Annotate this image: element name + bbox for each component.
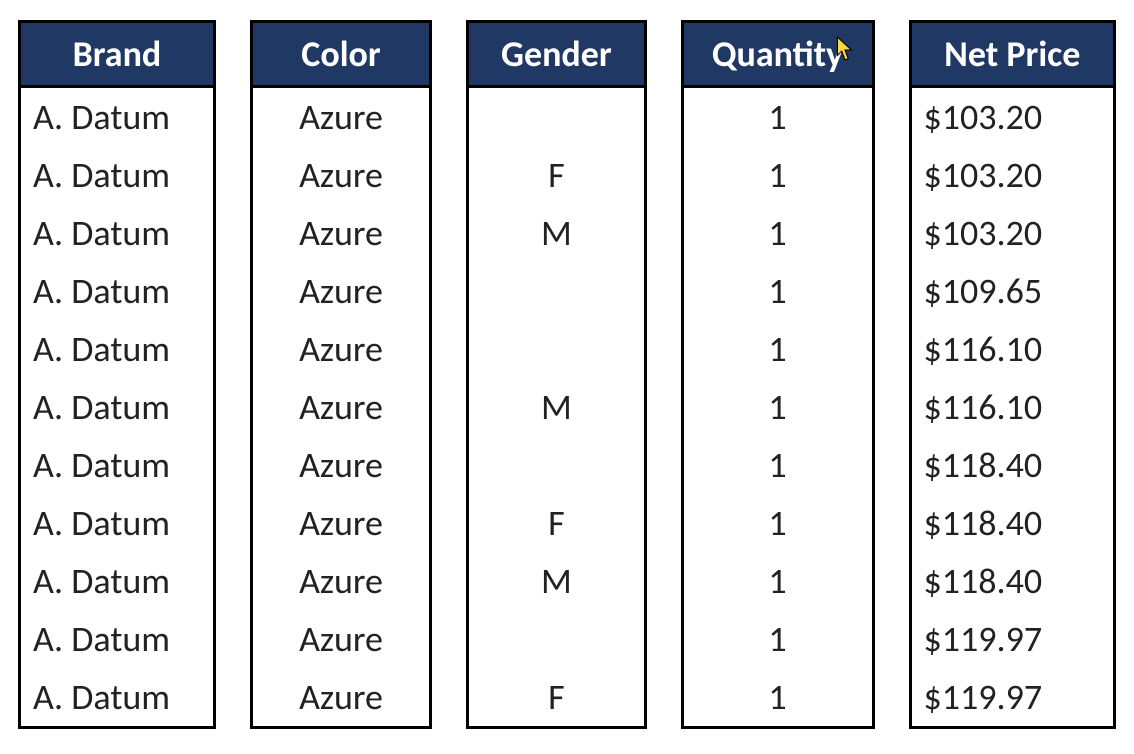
- cell-color: Azure: [253, 436, 429, 494]
- cell-quantity: 1: [684, 378, 872, 436]
- cell-gender: [469, 262, 643, 320]
- cell-brand: A. Datum: [21, 668, 213, 726]
- cell-quantity: 1: [684, 610, 872, 668]
- cell-color: Azure: [253, 320, 429, 378]
- cell-color: Azure: [253, 494, 429, 552]
- column-body-color: AzureAzureAzureAzureAzureAzureAzureAzure…: [253, 88, 429, 726]
- cell-netprice: $118.40: [912, 436, 1114, 494]
- cell-quantity: 1: [684, 668, 872, 726]
- cell-gender: M: [469, 204, 643, 262]
- column-gender: GenderFMMFMF: [466, 20, 646, 729]
- column-header-brand: Brand: [21, 23, 213, 88]
- cell-gender: M: [469, 378, 643, 436]
- column-body-quantity: 11111111111: [684, 88, 872, 726]
- cell-quantity: 1: [684, 146, 872, 204]
- cell-quantity: 1: [684, 204, 872, 262]
- cell-color: Azure: [253, 668, 429, 726]
- column-netprice: Net Price$103.20$103.20$103.20$109.65$11…: [909, 20, 1117, 729]
- cell-netprice: $116.10: [912, 320, 1114, 378]
- column-body-brand: A. DatumA. DatumA. DatumA. DatumA. Datum…: [21, 88, 213, 726]
- cell-gender: [469, 88, 643, 146]
- column-header-netprice: Net Price: [912, 23, 1114, 88]
- cell-netprice: $118.40: [912, 494, 1114, 552]
- cell-quantity: 1: [684, 494, 872, 552]
- column-color: ColorAzureAzureAzureAzureAzureAzureAzure…: [250, 20, 432, 729]
- cell-quantity: 1: [684, 320, 872, 378]
- cell-brand: A. Datum: [21, 146, 213, 204]
- column-body-gender: FMMFMF: [469, 88, 643, 726]
- cell-brand: A. Datum: [21, 262, 213, 320]
- cell-gender: M: [469, 552, 643, 610]
- cell-brand: A. Datum: [21, 436, 213, 494]
- column-quantity: Quantity11111111111: [681, 20, 875, 729]
- data-table: BrandA. DatumA. DatumA. DatumA. DatumA. …: [0, 0, 1134, 749]
- cell-color: Azure: [253, 378, 429, 436]
- cell-netprice: $109.65: [912, 262, 1114, 320]
- column-brand: BrandA. DatumA. DatumA. DatumA. DatumA. …: [18, 20, 216, 729]
- cell-brand: A. Datum: [21, 610, 213, 668]
- cell-brand: A. Datum: [21, 552, 213, 610]
- cell-brand: A. Datum: [21, 378, 213, 436]
- cell-color: Azure: [253, 88, 429, 146]
- cell-gender: F: [469, 668, 643, 726]
- cell-gender: F: [469, 146, 643, 204]
- cell-color: Azure: [253, 146, 429, 204]
- cell-netprice: $103.20: [912, 146, 1114, 204]
- cell-quantity: 1: [684, 262, 872, 320]
- cell-gender: [469, 610, 643, 668]
- cell-brand: A. Datum: [21, 88, 213, 146]
- cell-brand: A. Datum: [21, 494, 213, 552]
- cell-color: Azure: [253, 262, 429, 320]
- cell-gender: [469, 320, 643, 378]
- cell-gender: [469, 436, 643, 494]
- cell-netprice: $103.20: [912, 204, 1114, 262]
- cell-gender: F: [469, 494, 643, 552]
- column-body-netprice: $103.20$103.20$103.20$109.65$116.10$116.…: [912, 88, 1114, 726]
- cell-color: Azure: [253, 610, 429, 668]
- cell-netprice: $119.97: [912, 668, 1114, 726]
- cell-netprice: $119.97: [912, 610, 1114, 668]
- cell-color: Azure: [253, 204, 429, 262]
- column-header-quantity: Quantity: [684, 23, 872, 88]
- cell-quantity: 1: [684, 552, 872, 610]
- column-header-gender: Gender: [469, 23, 643, 88]
- cell-brand: A. Datum: [21, 320, 213, 378]
- table-canvas: BrandA. DatumA. DatumA. DatumA. DatumA. …: [0, 0, 1134, 754]
- cell-netprice: $103.20: [912, 88, 1114, 146]
- cell-color: Azure: [253, 552, 429, 610]
- cell-netprice: $116.10: [912, 378, 1114, 436]
- cell-quantity: 1: [684, 88, 872, 146]
- cell-quantity: 1: [684, 436, 872, 494]
- cell-brand: A. Datum: [21, 204, 213, 262]
- column-header-color: Color: [253, 23, 429, 88]
- cell-netprice: $118.40: [912, 552, 1114, 610]
